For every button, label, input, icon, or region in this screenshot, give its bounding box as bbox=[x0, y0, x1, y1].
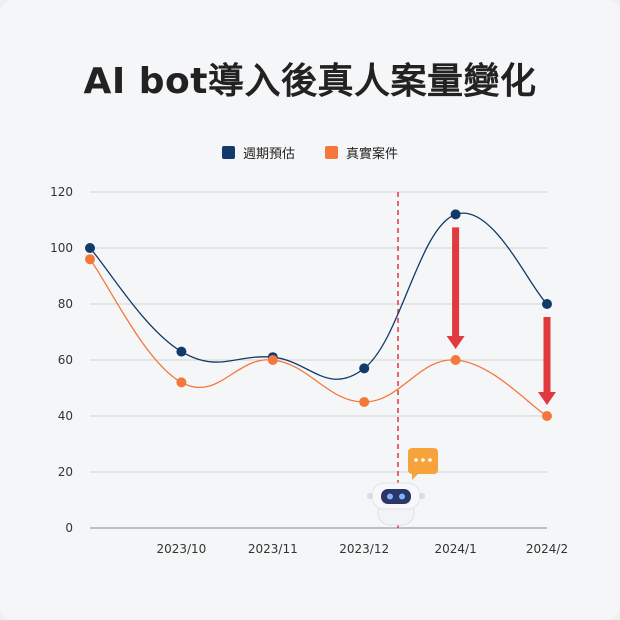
speech-bubble-tail bbox=[412, 472, 420, 480]
series-line-1 bbox=[89, 258, 548, 417]
arrow-shaft bbox=[452, 227, 460, 337]
legend-item-forecast: 週期預估 bbox=[221, 143, 295, 162]
series-line-0 bbox=[89, 212, 548, 380]
data-point-series1-2 bbox=[267, 355, 278, 365]
y-tick-label: 20 bbox=[58, 465, 73, 479]
x-tick-label: 2023/12 bbox=[339, 542, 389, 556]
y-tick-label: 120 bbox=[50, 185, 73, 199]
y-tick-label: 60 bbox=[58, 353, 73, 367]
speech-dot-1 bbox=[421, 458, 425, 462]
x-tick-label: 2024/2 bbox=[526, 542, 568, 556]
y-tick-label: 0 bbox=[65, 521, 73, 535]
data-point-series1-3 bbox=[359, 397, 370, 407]
robot-eye-right bbox=[399, 493, 405, 500]
arrow-head bbox=[446, 336, 465, 349]
robot-face bbox=[381, 489, 411, 504]
x-tick-label: 2023/11 bbox=[248, 542, 298, 556]
robot-eye-left bbox=[387, 493, 393, 500]
data-point-series1-0 bbox=[85, 254, 95, 265]
x-tick-label: 2023/10 bbox=[156, 542, 206, 556]
y-tick-label: 80 bbox=[58, 297, 73, 311]
legend-label-forecast: 週期預估 bbox=[242, 147, 295, 162]
legend: 週期預估 真實案件 bbox=[0, 143, 620, 162]
legend-swatch-forecast bbox=[221, 146, 235, 159]
data-point-series1-1 bbox=[176, 377, 187, 388]
data-point-series1-4 bbox=[450, 355, 461, 365]
data-point-series0-5 bbox=[542, 299, 552, 309]
data-point-series1-5 bbox=[542, 411, 552, 421]
speech-dot-2 bbox=[428, 458, 432, 462]
arrow-head bbox=[538, 392, 556, 405]
data-point-series0-1 bbox=[176, 346, 187, 357]
data-point-series0-4 bbox=[450, 209, 461, 220]
y-tick-label: 100 bbox=[50, 241, 73, 255]
robot-ear-left bbox=[367, 493, 373, 499]
x-tick-label: 2024/1 bbox=[434, 542, 476, 556]
arrow-shaft bbox=[543, 317, 551, 393]
data-point-series0-0 bbox=[85, 243, 95, 253]
legend-swatch-actual bbox=[325, 146, 338, 159]
speech-dot-0 bbox=[414, 458, 418, 462]
y-tick-label: 40 bbox=[58, 409, 73, 423]
data-point-series0-3 bbox=[359, 363, 370, 374]
chart-title: AI bot導入後真人案量變化 bbox=[83, 61, 537, 102]
robot-ear-right bbox=[419, 493, 425, 499]
legend-label-actual: 真實案件 bbox=[346, 147, 399, 162]
legend-item-actual: 真實案件 bbox=[325, 143, 398, 162]
